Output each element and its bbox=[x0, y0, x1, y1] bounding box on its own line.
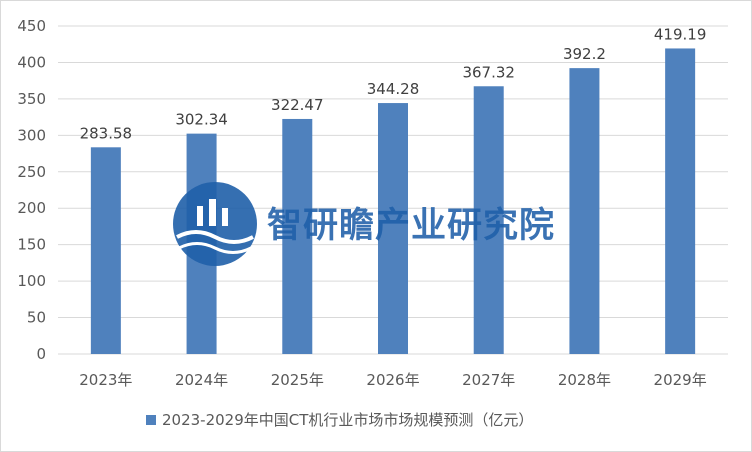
x-tick-label: 2027年 bbox=[462, 371, 515, 389]
bar bbox=[665, 48, 696, 355]
legend-swatch bbox=[146, 415, 156, 425]
y-tick-label: 250 bbox=[17, 163, 46, 181]
data-label: 344.28 bbox=[367, 80, 420, 98]
bar bbox=[282, 118, 313, 354]
legend: 2023-2029年中国CT机行业市场市场规模预测（亿元） bbox=[146, 411, 533, 429]
x-tick-label: 2026年 bbox=[366, 371, 419, 389]
watermark: 智研瞻产业研究院 bbox=[173, 182, 555, 266]
bar bbox=[378, 103, 408, 354]
y-axis-ticks: 0 50 100 150 200 250 300 350 400 450 bbox=[17, 17, 46, 363]
y-tick-label: 350 bbox=[17, 90, 46, 108]
y-tick-label: 100 bbox=[17, 272, 46, 290]
data-labels: 283.58 302.34 322.47 344.28 367.32 392.2 419.1… bbox=[80, 25, 707, 142]
x-tick-label: 2029年 bbox=[654, 371, 707, 389]
data-label: 322.47 bbox=[271, 96, 324, 114]
y-tick-label: 0 bbox=[36, 345, 46, 363]
watermark-logo bbox=[173, 182, 257, 266]
y-tick-label: 450 bbox=[17, 17, 46, 35]
x-axis-ticks: 2023年 2024年 2025年 2026年 2027年 2028年 2029年 bbox=[79, 371, 706, 389]
data-label: 283.58 bbox=[80, 124, 133, 142]
data-label: 392.2 bbox=[563, 45, 606, 63]
data-label: 367.32 bbox=[462, 63, 515, 81]
bar bbox=[569, 68, 600, 355]
y-tick-label: 400 bbox=[17, 53, 46, 71]
watermark-text: 智研瞻产业研究院 bbox=[267, 206, 555, 246]
bar bbox=[473, 86, 504, 355]
x-tick-label: 2024年 bbox=[175, 371, 228, 389]
data-label: 302.34 bbox=[175, 111, 228, 129]
x-tick-label: 2028年 bbox=[558, 371, 611, 389]
x-tick-label: 2023年 bbox=[79, 371, 132, 389]
y-tick-label: 50 bbox=[27, 309, 46, 327]
y-tick-label: 200 bbox=[17, 199, 46, 217]
x-tick-label: 2025年 bbox=[271, 371, 324, 389]
legend-label: 2023-2029年中国CT机行业市场市场规模预测（亿元） bbox=[162, 411, 533, 429]
y-tick-label: 300 bbox=[17, 126, 46, 144]
bar bbox=[90, 147, 121, 354]
y-tick-label: 150 bbox=[17, 236, 46, 254]
data-label: 419.19 bbox=[654, 25, 707, 43]
